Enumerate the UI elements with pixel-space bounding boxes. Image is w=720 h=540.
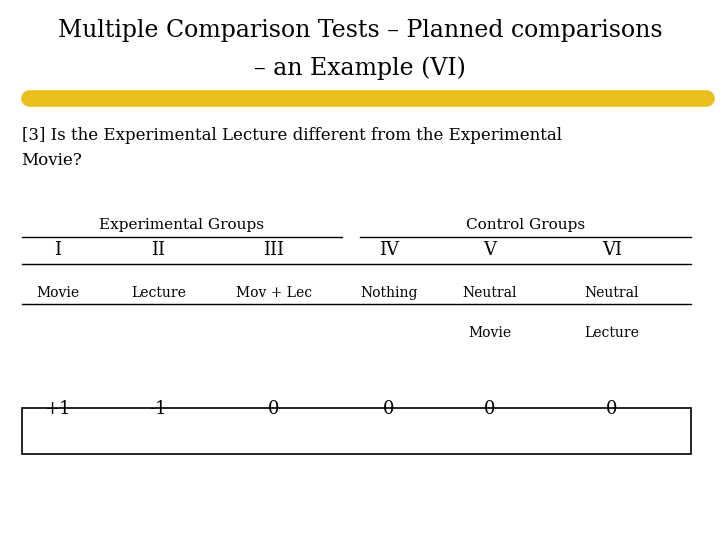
Text: Lecture: Lecture — [131, 286, 186, 300]
Text: III: III — [263, 241, 284, 259]
Text: V: V — [483, 241, 496, 259]
Bar — [22, 408, 691, 454]
Text: Nothing: Nothing — [360, 286, 418, 300]
Text: Lecture: Lecture — [585, 326, 639, 340]
Text: VI: VI — [602, 241, 622, 259]
Text: Movie: Movie — [468, 326, 511, 340]
Text: IV: IV — [379, 241, 399, 259]
Text: +1: +1 — [45, 401, 71, 418]
Text: II: II — [151, 241, 166, 259]
Text: Movie: Movie — [36, 286, 79, 300]
Text: Multiple Comparison Tests – Planned comparisons: Multiple Comparison Tests – Planned comp… — [58, 19, 662, 42]
Text: – an Example (VI): – an Example (VI) — [254, 57, 466, 80]
Text: I: I — [54, 241, 61, 259]
Text: -1: -1 — [150, 401, 167, 418]
Text: [3] Is the Experimental Lecture different from the Experimental
Movie?: [3] Is the Experimental Lecture differen… — [22, 127, 562, 168]
Text: 0: 0 — [268, 401, 279, 418]
Text: Neutral: Neutral — [585, 286, 639, 300]
Text: 0: 0 — [383, 401, 395, 418]
Text: Mov + Lec: Mov + Lec — [235, 286, 312, 300]
Text: Experimental Groups: Experimental Groups — [99, 218, 264, 232]
Text: Control Groups: Control Groups — [466, 218, 585, 232]
Text: 0: 0 — [484, 401, 495, 418]
Text: 0: 0 — [606, 401, 618, 418]
Text: Neutral: Neutral — [462, 286, 517, 300]
